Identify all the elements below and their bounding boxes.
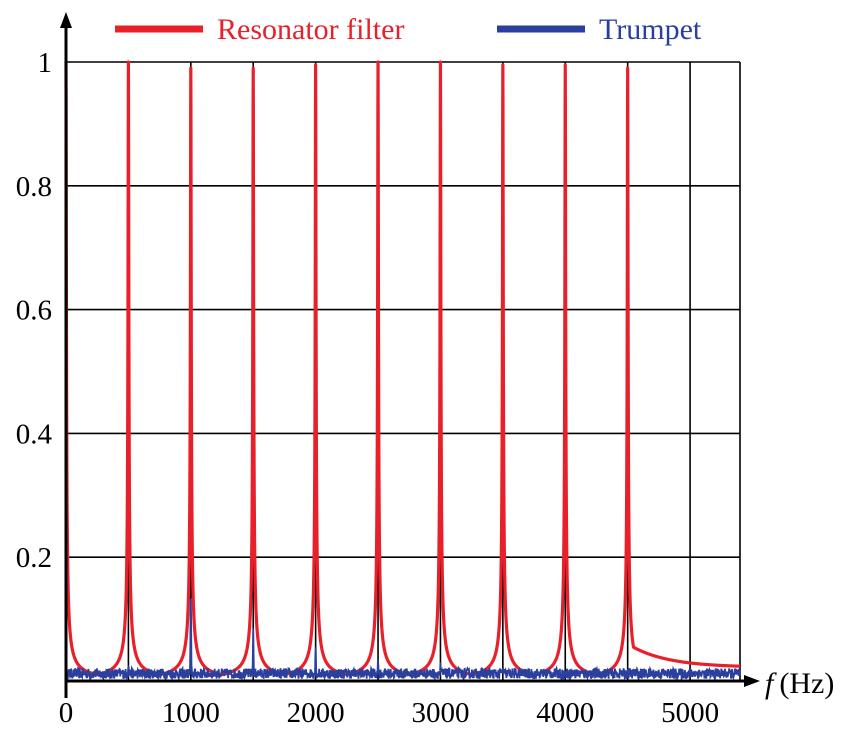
y-axis-arrow <box>60 12 72 28</box>
x-tick-label: 1000 <box>162 697 220 729</box>
x-axis-symbol: f <box>765 667 777 700</box>
x-tick-label: 3000 <box>411 697 469 729</box>
x-axis-arrow <box>744 675 760 687</box>
x-axis-label: f (Hz) <box>765 667 834 700</box>
series-resonator-filter <box>64 60 742 677</box>
x-axis-unit: (Hz) <box>779 667 834 700</box>
y-tick-label: 0.4 <box>16 418 53 450</box>
y-tick-label: 0.6 <box>16 295 52 327</box>
legend: Resonator filter Trumpet <box>115 13 702 46</box>
series-trumpet <box>65 598 741 682</box>
x-tick-label: 4000 <box>536 697 594 729</box>
x-tick-label: 2000 <box>287 697 345 729</box>
axes <box>60 12 760 698</box>
grid <box>65 61 741 681</box>
y-tick-label: 0.8 <box>16 171 52 203</box>
series-layer <box>64 60 742 682</box>
x-tick-label: 0 <box>59 697 74 729</box>
y-tick-label: 1 <box>38 47 53 79</box>
y-tick-label: 0.2 <box>16 542 52 574</box>
legend-label: Resonator filter <box>217 13 404 46</box>
legend-label: Trumpet <box>599 13 702 46</box>
tick-labels: 0 1000 2000 3000 4000 5000 0.2 0.4 0.6 0.8 1 f (Hz) <box>16 47 835 729</box>
x-tick-label: 5000 <box>661 697 719 729</box>
